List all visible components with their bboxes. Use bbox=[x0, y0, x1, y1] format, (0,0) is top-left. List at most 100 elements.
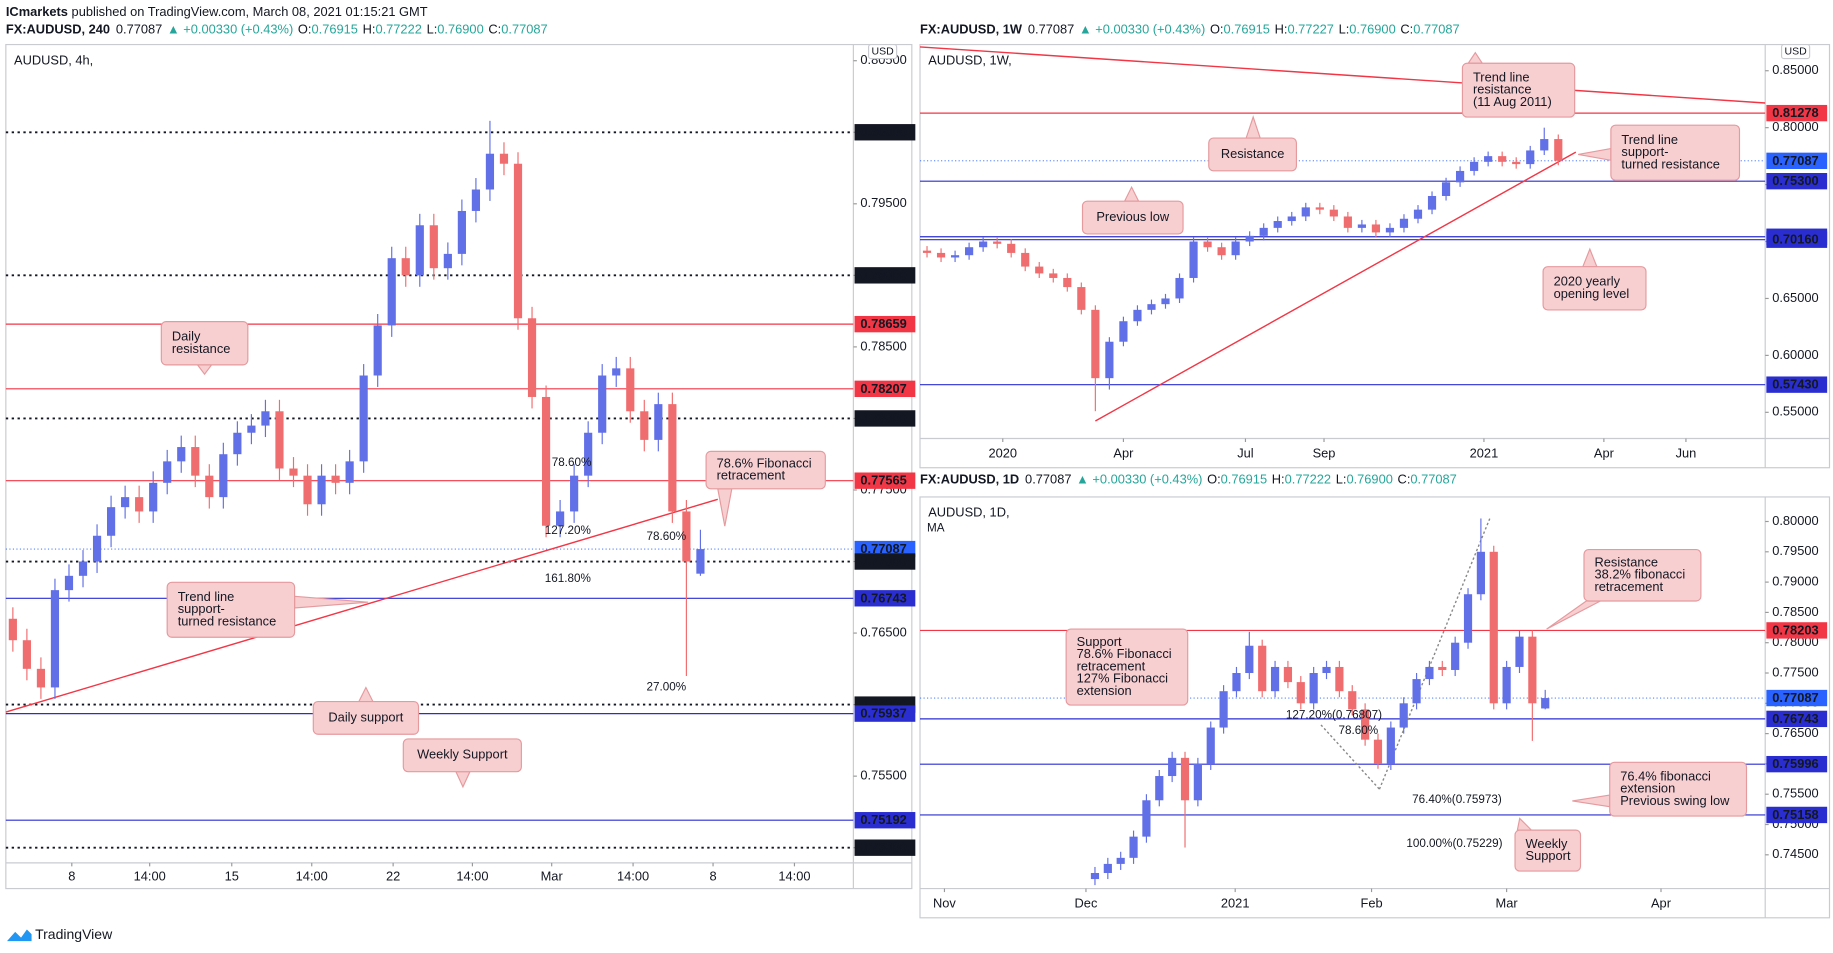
level-price-label: 0.78000 bbox=[860, 410, 906, 425]
x-tick-label: 14:00 bbox=[456, 868, 488, 883]
candle-body bbox=[1063, 277, 1072, 288]
candle-body bbox=[1142, 800, 1151, 837]
y-tick-label: 0.74500 bbox=[1772, 846, 1818, 861]
panel-title: AUDUSD, 1W, bbox=[928, 52, 1011, 67]
ohlc-value: 0.76915 bbox=[1221, 472, 1267, 487]
callout-text: extension bbox=[1620, 781, 1675, 796]
level-price-box bbox=[1766, 806, 1828, 824]
y-tick-label: 0.60000 bbox=[1772, 347, 1818, 362]
candle-body bbox=[1484, 156, 1493, 162]
candle-body bbox=[993, 241, 1002, 244]
candle-body bbox=[612, 368, 621, 376]
ohlc-value: 0.76915 bbox=[311, 22, 357, 37]
callout-text: turned resistance bbox=[178, 613, 277, 628]
candle-body bbox=[1231, 241, 1240, 256]
level-price-label: 0.77087 bbox=[1772, 690, 1818, 705]
callout-text: resistance bbox=[172, 341, 231, 356]
candle-body bbox=[1399, 218, 1409, 228]
trend-line bbox=[919, 46, 1766, 104]
last-price: 0.77087 bbox=[1025, 472, 1071, 487]
level-price-label: 0.80000 bbox=[860, 124, 906, 139]
candle-body bbox=[1512, 161, 1521, 165]
candle-body bbox=[1116, 857, 1125, 864]
level-price-box bbox=[1766, 755, 1828, 773]
y-tick-label: 0.75500 bbox=[1772, 786, 1818, 801]
fib-label: MA bbox=[927, 522, 945, 535]
candle-body bbox=[331, 475, 340, 483]
candle-body bbox=[1217, 247, 1226, 256]
trend-line bbox=[1378, 516, 1492, 790]
candle-body bbox=[1554, 139, 1563, 161]
callout-text: opening level bbox=[1554, 286, 1630, 301]
candle-body bbox=[1129, 836, 1138, 858]
candle-body bbox=[50, 590, 60, 688]
candle-body bbox=[556, 511, 565, 526]
level-price-box bbox=[1766, 104, 1828, 122]
candle-body bbox=[1105, 341, 1114, 379]
candle-body bbox=[1103, 863, 1112, 873]
candle-body bbox=[541, 396, 551, 526]
candle-body bbox=[1168, 757, 1177, 777]
candle-body bbox=[626, 368, 635, 412]
candle-body bbox=[415, 225, 424, 276]
candle-body bbox=[135, 497, 144, 512]
candle-body bbox=[1232, 673, 1241, 692]
candle-body bbox=[64, 575, 74, 591]
candle-body bbox=[1343, 216, 1352, 228]
ohlc-key: O: bbox=[1210, 22, 1224, 37]
x-tick-label: 22 bbox=[386, 868, 400, 883]
candle-body bbox=[359, 375, 368, 462]
level-price-label: 0.77000 bbox=[860, 553, 906, 568]
level-price-box bbox=[1766, 622, 1828, 639]
candle-body bbox=[191, 447, 200, 476]
callout-text: resistance bbox=[1473, 82, 1532, 97]
ohlc-key: H: bbox=[1275, 22, 1288, 37]
callout-text: 76.4% fibonacci bbox=[1620, 768, 1711, 783]
x-tick-label: 14:00 bbox=[617, 868, 649, 883]
candle-body bbox=[457, 210, 466, 254]
callout-text: Previous swing low bbox=[1620, 793, 1730, 808]
callout-text: Weekly Support bbox=[417, 747, 508, 762]
y-tick-label: 0.79500 bbox=[1772, 543, 1818, 558]
ohlc-value: 0.77087 bbox=[501, 22, 547, 37]
candle-body bbox=[1147, 304, 1156, 310]
level-price-label: 0.78659 bbox=[860, 316, 906, 331]
candle-body bbox=[1399, 703, 1408, 728]
candle-body bbox=[1155, 776, 1164, 801]
fib-label: 78.60% bbox=[1339, 724, 1379, 737]
candle-body bbox=[1203, 241, 1212, 248]
level-price-box bbox=[854, 472, 916, 489]
ohlc-value: 0.76900 bbox=[1346, 472, 1392, 487]
level-price-box bbox=[854, 812, 916, 829]
y-tick-label: 0.79000 bbox=[1772, 573, 1818, 588]
ohlc-key: H: bbox=[1272, 472, 1285, 487]
y-tick-label: 0.65000 bbox=[1772, 290, 1818, 305]
callout-box bbox=[1514, 829, 1582, 872]
currency-box bbox=[1780, 43, 1811, 60]
candle-body bbox=[443, 253, 452, 269]
candle-body bbox=[1322, 666, 1331, 674]
candle-body bbox=[163, 461, 172, 483]
symbol-legend: FX:AUDUSD, 240 0.77087 ▲ +0.00330 (+0.43%)… bbox=[6, 22, 548, 37]
level-price-box bbox=[854, 540, 916, 558]
candle-body bbox=[936, 252, 946, 258]
candle-body bbox=[1470, 161, 1479, 171]
candle-body bbox=[36, 668, 46, 688]
level-price-box bbox=[854, 705, 916, 722]
level-price-label: 0.77087 bbox=[1772, 153, 1818, 168]
candle-body bbox=[205, 475, 214, 498]
candle-body bbox=[1371, 224, 1381, 233]
ohlc-key: L: bbox=[1339, 22, 1350, 37]
y-tick-label: 0.78500 bbox=[860, 338, 906, 353]
candle-body bbox=[1489, 551, 1498, 704]
level-price-label: 0.75158 bbox=[1772, 807, 1818, 822]
candle-body bbox=[1385, 227, 1395, 233]
callout-text: Support bbox=[1077, 634, 1122, 649]
level-price-box bbox=[854, 839, 916, 856]
y-tick-label: 0.76500 bbox=[1772, 725, 1818, 740]
candle-body bbox=[527, 318, 537, 397]
candle-body bbox=[233, 432, 242, 455]
y-tick-label: 0.77500 bbox=[1772, 664, 1818, 679]
candle-body bbox=[22, 640, 31, 669]
